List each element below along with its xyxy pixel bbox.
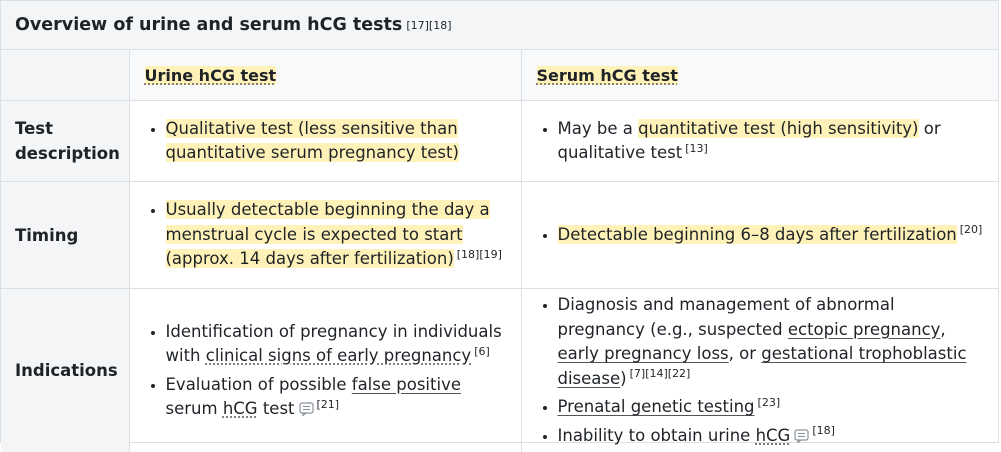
highlight-text[interactable]: Detectable beginning 6–8 days after fert… xyxy=(558,225,957,244)
link[interactable]: clinical signs of early pregnancy xyxy=(206,346,471,365)
reference[interactable]: [21] xyxy=(317,398,340,411)
highlight-text[interactable]: Usually detectable beginning the day a m… xyxy=(166,200,490,268)
caption-refs[interactable]: [17][18] xyxy=(406,19,451,32)
cell-urine-timing: Usually detectable beginning the day a m… xyxy=(129,182,521,289)
header-empty xyxy=(1,50,129,101)
note-icon[interactable] xyxy=(794,429,809,443)
reference[interactable]: [6] xyxy=(474,345,490,358)
reference[interactable]: [7][14][22] xyxy=(630,367,691,380)
link[interactable]: false positive xyxy=(352,375,461,394)
hcg-overview-table: Overview of urine and serum hCG tests [1… xyxy=(0,0,999,443)
cell-serum-description: May be a quantitative test (high sensiti… xyxy=(521,101,998,182)
list-item: Diagnosis and management of abnormal pre… xyxy=(558,293,985,391)
link[interactable]: ectopic pregnancy xyxy=(788,320,941,339)
table-row: Test description Qualitative test (less … xyxy=(1,101,998,182)
text: , xyxy=(940,320,945,339)
link[interactable]: early pregnancy loss xyxy=(558,344,729,363)
text: Inability to obtain urine xyxy=(558,426,756,445)
reference[interactable]: [20] xyxy=(960,223,983,236)
list-item: Inability to obtain urine hCG [18] xyxy=(558,424,985,449)
link[interactable]: hCG xyxy=(756,426,791,445)
header-row: Urine hCG test Serum hCG test xyxy=(1,50,998,101)
row-label-timing: Timing xyxy=(1,182,129,289)
header-serum: Serum hCG test xyxy=(521,50,998,101)
text: ) xyxy=(620,369,626,388)
caption-title: Overview of urine and serum hCG tests xyxy=(15,15,402,35)
list-item: Evaluation of possible false positive se… xyxy=(166,373,507,422)
text: test xyxy=(258,399,295,418)
header-urine: Urine hCG test xyxy=(129,50,521,101)
header-urine-label[interactable]: Urine hCG test xyxy=(145,66,277,85)
table-row: Timing Usually detectable beginning the … xyxy=(1,182,998,289)
cell-serum-indications: Diagnosis and management of abnormal pre… xyxy=(521,289,998,452)
text: May be a xyxy=(558,119,639,138)
list-item: Prenatal genetic testing[23] xyxy=(558,395,985,420)
link[interactable]: Prenatal genetic testing xyxy=(558,397,755,416)
row-label-indications: Indications xyxy=(1,289,129,452)
comparison-table: Urine hCG test Serum hCG test Test descr… xyxy=(1,50,998,452)
table-caption: Overview of urine and serum hCG tests [1… xyxy=(1,1,998,50)
reference[interactable]: [23] xyxy=(758,396,781,409)
highlight-text[interactable]: quantitative test (high sensitivity) xyxy=(638,119,918,138)
text: Evaluation of possible xyxy=(166,375,352,394)
text: serum xyxy=(166,399,223,418)
list-item: May be a quantitative test (high sensiti… xyxy=(558,117,985,166)
row-label-test-description: Test description xyxy=(1,101,129,182)
list-item: Identification of pregnancy in individua… xyxy=(166,320,507,369)
text: , or xyxy=(729,344,762,363)
reference[interactable]: [13] xyxy=(685,142,708,155)
reference[interactable]: [18] xyxy=(812,424,835,437)
list-item: Detectable beginning 6–8 days after fert… xyxy=(558,223,985,248)
link[interactable]: hCG xyxy=(223,399,258,418)
cell-urine-description: Qualitative test (less sensitive than qu… xyxy=(129,101,521,182)
cell-serum-timing: Detectable beginning 6–8 days after fert… xyxy=(521,182,998,289)
header-serum-label[interactable]: Serum hCG test xyxy=(537,66,678,85)
note-icon[interactable] xyxy=(299,402,314,416)
cell-urine-indications: Identification of pregnancy in individua… xyxy=(129,289,521,452)
table-row: Indications Identification of pregnancy … xyxy=(1,289,998,452)
reference[interactable]: [18][19] xyxy=(457,248,502,261)
list-item: Usually detectable beginning the day a m… xyxy=(166,198,507,272)
list-item: Qualitative test (less sensitive than qu… xyxy=(166,117,507,166)
highlight-text[interactable]: Qualitative test (less sensitive than qu… xyxy=(166,119,459,163)
